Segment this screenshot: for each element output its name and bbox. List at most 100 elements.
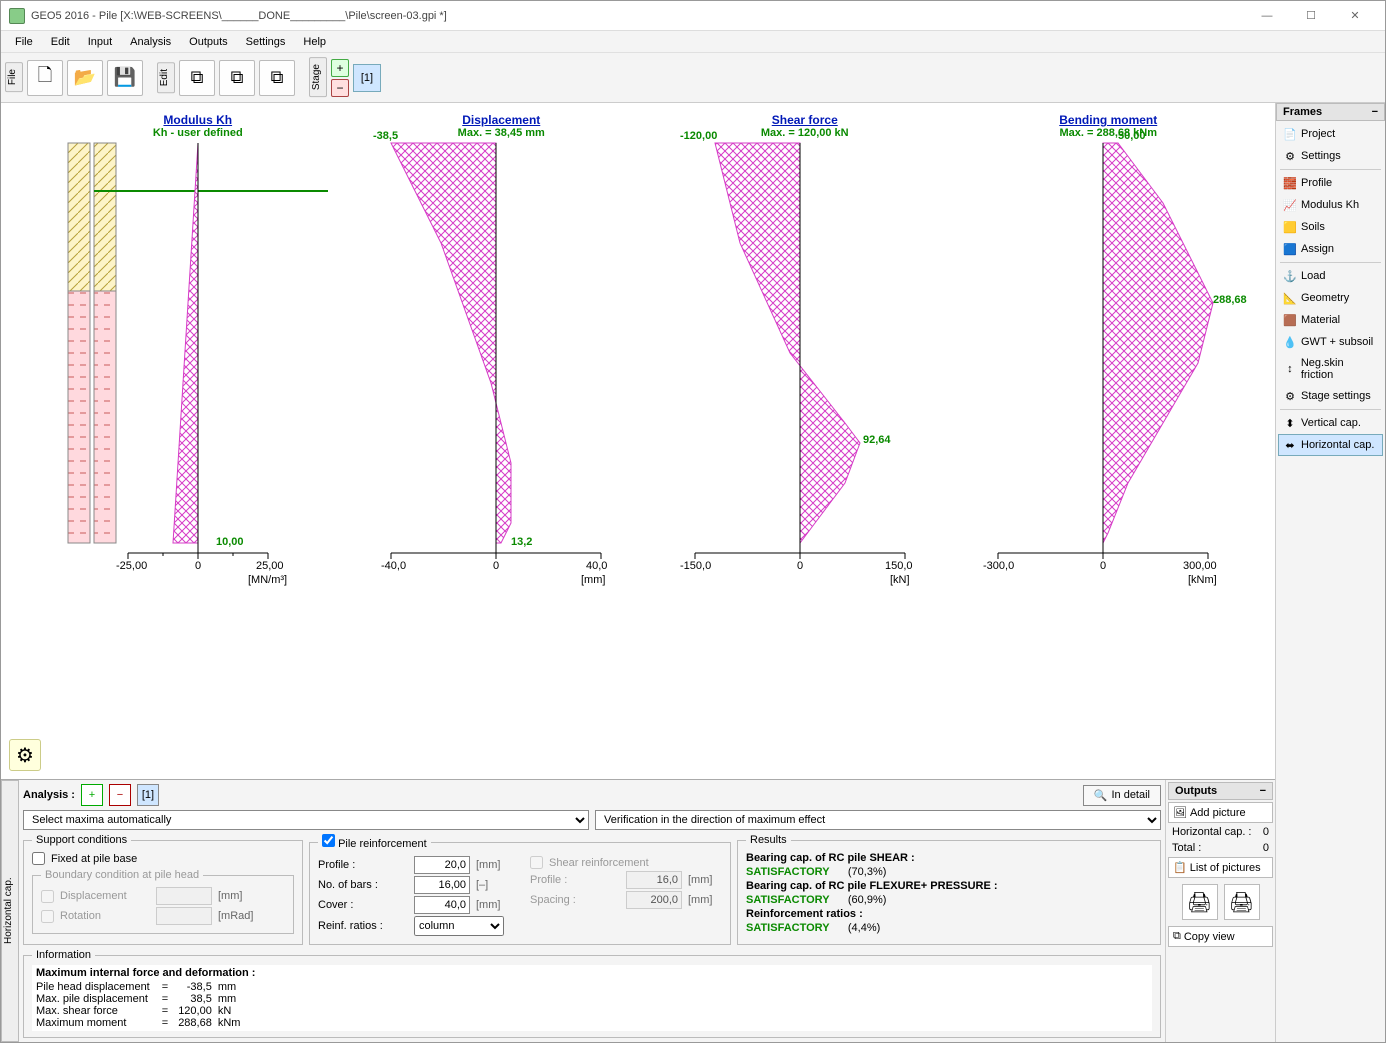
frame-item-vertical-cap-[interactable]: ⬍Vertical cap. <box>1278 412 1383 434</box>
edit-sidetab[interactable]: Edit <box>157 62 175 93</box>
save-button[interactable]: 💾 <box>107 60 143 96</box>
ratios-select[interactable]: column <box>414 916 504 936</box>
frame-item-modulus-kh[interactable]: 📈Modulus Kh <box>1278 194 1383 216</box>
open-button[interactable]: 📂 <box>67 60 103 96</box>
frame-item-profile[interactable]: 🧱Profile <box>1278 172 1383 194</box>
stage-remove-button[interactable]: − <box>331 79 349 97</box>
chart-modulus: Modulus Kh Kh - user defined <box>51 113 345 769</box>
analysis-remove-button[interactable]: − <box>109 784 131 806</box>
copy-view-button[interactable]: ⧉ Copy view <box>1168 926 1273 947</box>
frame-item-assign[interactable]: 🟦Assign <box>1278 238 1383 260</box>
frame-item-geometry[interactable]: 📐Geometry <box>1278 287 1383 309</box>
menu-help[interactable]: Help <box>295 34 334 50</box>
svg-text:-300,0: -300,0 <box>983 560 1014 572</box>
stage-1-button[interactable]: [1] <box>353 64 381 92</box>
analysis-add-button[interactable]: + <box>81 784 103 806</box>
frames-body: 📄Project⚙Settings 🧱Profile📈Modulus Kh🟨Soi… <box>1276 121 1385 1042</box>
analysis-stage-button[interactable]: [1] <box>137 784 159 806</box>
reinf-checkbox[interactable] <box>322 834 335 847</box>
s-profile-input <box>626 871 682 889</box>
profile-input[interactable] <box>414 856 470 874</box>
chart-modulus-sub: Kh - user defined <box>153 127 243 139</box>
support-fieldset: Support conditions Fixed at pile base Bo… <box>23 834 303 945</box>
chart-disp-sub: Max. = 38,45 mm <box>458 127 545 139</box>
menu-settings[interactable]: Settings <box>238 34 294 50</box>
frame-item-soils[interactable]: 🟨Soils <box>1278 216 1383 238</box>
menu-outputs[interactable]: Outputs <box>181 34 236 50</box>
svg-text:-38,5: -38,5 <box>373 130 398 142</box>
fixed-checkbox[interactable] <box>32 852 45 865</box>
bars-input[interactable] <box>414 876 470 894</box>
maxima-select[interactable]: Select maxima automatically <box>23 810 589 830</box>
analysis-label: Analysis : <box>23 789 75 801</box>
shear-reinf-checkbox <box>530 856 543 869</box>
chart-settings-button[interactable]: ⚙ <box>9 739 41 771</box>
svg-text:13,2: 13,2 <box>511 536 532 548</box>
bottom-area: Horizontal cap. Analysis : + − [1] 🔍 In … <box>1 779 1275 1042</box>
list-pictures-button[interactable]: 📋 List of pictures <box>1168 857 1273 878</box>
menu-edit[interactable]: Edit <box>43 34 78 50</box>
svg-text:-150,0: -150,0 <box>680 560 711 572</box>
print-button-1[interactable]: 🖨 <box>1182 884 1218 920</box>
frame-icon: ⬍ <box>1283 416 1297 430</box>
stage-add-button[interactable]: + <box>331 59 349 77</box>
disp-input <box>156 887 212 905</box>
window-title: GEO5 2016 - Pile [X:\WEB-SCREENS\______D… <box>31 10 1245 22</box>
stage-sidetab[interactable]: Stage <box>309 57 327 97</box>
frame-icon: ⚙ <box>1283 149 1297 163</box>
close-button[interactable]: ✕ <box>1333 2 1377 30</box>
svg-text:50,00: 50,00 <box>1118 130 1146 142</box>
paste-special-button[interactable]: ⧉ <box>259 60 295 96</box>
app-icon <box>9 8 25 24</box>
frame-item-settings[interactable]: ⚙Settings <box>1278 145 1383 167</box>
frame-icon: 🧱 <box>1283 176 1297 190</box>
svg-text:-40,0: -40,0 <box>381 560 406 572</box>
menu-input[interactable]: Input <box>80 34 120 50</box>
frame-icon: ⬌ <box>1283 438 1297 452</box>
add-picture-button[interactable]: 🖼 Add picture <box>1168 802 1273 823</box>
rot-input <box>156 907 212 925</box>
info-fieldset: Information Maximum internal force and d… <box>23 949 1161 1038</box>
chart-shear-title: Shear force <box>772 113 838 127</box>
frames-collapse-icon[interactable]: − <box>1372 106 1378 118</box>
maximize-button[interactable]: ☐ <box>1289 2 1333 30</box>
file-sidetab[interactable]: File <box>5 62 23 92</box>
print-button-2[interactable]: 🖨 <box>1224 884 1260 920</box>
cover-input[interactable] <box>414 896 470 914</box>
svg-text:92,64: 92,64 <box>863 434 891 446</box>
in-detail-button[interactable]: 🔍 In detail <box>1083 785 1161 806</box>
copy-button[interactable]: ⧉ <box>179 60 215 96</box>
frame-item-neg-skin-friction[interactable]: ↕Neg.skin friction <box>1278 353 1383 385</box>
minimize-button[interactable]: — <box>1245 2 1289 30</box>
svg-text:-25,00: -25,00 <box>116 560 147 572</box>
outputs-collapse-icon[interactable]: − <box>1260 785 1266 797</box>
frame-item-load[interactable]: ⚓Load <box>1278 265 1383 287</box>
chart-modulus-svg: 10,00 -25,00 0 25,00 [MN/m³] <box>68 143 328 603</box>
verification-select[interactable]: Verification in the direction of maximum… <box>595 810 1161 830</box>
frame-item-horizontal-cap-[interactable]: ⬌Horizontal cap. <box>1278 434 1383 456</box>
menubar: File Edit Input Analysis Outputs Setting… <box>1 31 1385 53</box>
frame-icon: 🟫 <box>1283 313 1297 327</box>
frame-icon: 📈 <box>1283 198 1297 212</box>
frame-item-project[interactable]: 📄Project <box>1278 123 1383 145</box>
svg-text:10,00: 10,00 <box>216 536 244 548</box>
frame-icon: ⚓ <box>1283 269 1297 283</box>
frame-icon: 🟨 <box>1283 220 1297 234</box>
svg-text:-120,00: -120,00 <box>680 130 717 142</box>
menu-file[interactable]: File <box>7 34 41 50</box>
bc-fieldset: Boundary condition at pile head Displace… <box>32 869 294 934</box>
frame-item-stage-settings[interactable]: ⚙Stage settings <box>1278 385 1383 407</box>
frame-item-material[interactable]: 🟫Material <box>1278 309 1383 331</box>
svg-text:0: 0 <box>797 560 803 572</box>
frames-panel: Frames− 📄Project⚙Settings🧱Profile📈Modulu… <box>1275 103 1385 1042</box>
paste-button[interactable]: ⧉ <box>219 60 255 96</box>
outputs-panel: Outputs− 🖼 Add picture Horizontal cap. :… <box>1165 780 1275 1042</box>
new-button[interactable]: 🗋 <box>27 60 63 96</box>
rot-checkbox <box>41 910 54 923</box>
groups-row: Support conditions Fixed at pile base Bo… <box>23 834 1161 945</box>
menu-analysis[interactable]: Analysis <box>122 34 179 50</box>
chart-disp-svg: -38,5 13,2 -40,0 0 40,0 [mm] <box>381 143 621 603</box>
titlebar: GEO5 2016 - Pile [X:\WEB-SCREENS\______D… <box>1 1 1385 31</box>
bottom-tab[interactable]: Horizontal cap. <box>1 780 19 1042</box>
frame-item-gwt-subsoil[interactable]: 💧GWT + subsoil <box>1278 331 1383 353</box>
